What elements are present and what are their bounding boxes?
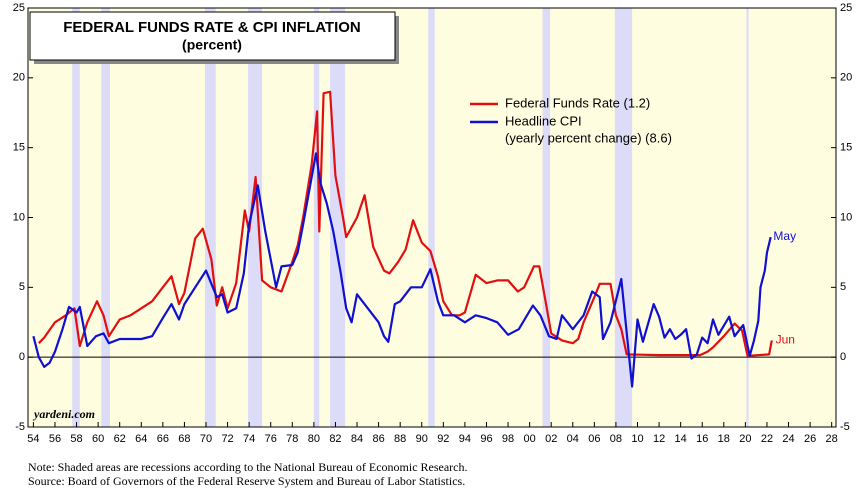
- title-box: [29, 11, 396, 61]
- x-tick-label: 24: [782, 433, 794, 445]
- x-tick-label: 74: [243, 433, 255, 445]
- annotation: Jun: [776, 333, 795, 347]
- x-tick-label: 64: [135, 433, 147, 445]
- y-tick-label: -5: [15, 421, 25, 433]
- x-tick-label: 04: [567, 433, 579, 445]
- x-tick-label: 12: [653, 433, 665, 445]
- x-tick-label: 02: [545, 433, 557, 445]
- x-tick-label: 72: [221, 433, 233, 445]
- x-tick-label: 16: [696, 433, 708, 445]
- y-tick-label: 10: [13, 211, 25, 223]
- legend-label: (yearly percent change) (8.6): [505, 130, 672, 145]
- chart-title: FEDERAL FUNDS RATE & CPI INFLATION: [63, 19, 361, 36]
- x-tick-label: 98: [502, 433, 514, 445]
- chart-subtitle: (percent): [182, 37, 242, 53]
- y-tick-label: 15: [13, 142, 25, 154]
- x-tick-label: 70: [200, 433, 212, 445]
- x-tick-label: 06: [588, 433, 600, 445]
- x-tick-label: 90: [416, 433, 428, 445]
- y2-tick-label: 20: [840, 72, 852, 84]
- x-tick-label: 26: [804, 433, 816, 445]
- y-tick-label: 25: [13, 2, 25, 14]
- source-mark: yardeni.com: [32, 407, 95, 421]
- recession-band: [428, 8, 435, 427]
- recession-band: [204, 8, 216, 427]
- x-tick-label: 88: [394, 433, 406, 445]
- x-tick-label: 28: [826, 433, 838, 445]
- x-tick-label: 08: [610, 433, 622, 445]
- x-tick-label: 68: [178, 433, 190, 445]
- x-tick-label: 94: [459, 433, 471, 445]
- x-tick-label: 80: [308, 433, 320, 445]
- x-tick-label: 86: [372, 433, 384, 445]
- x-tick-label: 92: [437, 433, 449, 445]
- y-tick-label: 5: [19, 281, 25, 293]
- series-line: [38, 90, 773, 357]
- recession-band: [746, 8, 749, 427]
- x-tick-label: 84: [351, 433, 363, 445]
- y2-tick-label: -5: [840, 421, 850, 433]
- x-tick-label: 82: [329, 433, 341, 445]
- x-tick-label: 14: [675, 433, 687, 445]
- x-tick-label: 22: [761, 433, 773, 445]
- y-tick-label: 0: [19, 351, 25, 363]
- x-tick-label: 58: [70, 433, 82, 445]
- y-tick-label: 20: [13, 72, 25, 84]
- x-tick-label: 96: [480, 433, 492, 445]
- note: Note: Shaded areas are recessions accord…: [28, 460, 468, 474]
- x-tick-label: 20: [739, 433, 751, 445]
- x-tick-label: 62: [114, 433, 126, 445]
- legend-label: Federal Funds Rate (1.2): [505, 95, 650, 110]
- recession-band: [330, 8, 346, 427]
- legend-label: Headline CPI: [505, 113, 582, 128]
- recession-band: [248, 8, 263, 427]
- x-tick-label: 56: [49, 433, 61, 445]
- recession-band: [542, 8, 551, 427]
- x-tick-label: 76: [265, 433, 277, 445]
- x-tick-label: 78: [286, 433, 298, 445]
- series-line: [32, 152, 772, 388]
- y2-tick-label: 15: [840, 142, 852, 154]
- recession-band: [101, 8, 110, 427]
- y2-tick-label: 10: [840, 211, 852, 223]
- note: Source: Board of Governors of the Federa…: [28, 474, 465, 488]
- y2-tick-label: 0: [840, 351, 846, 363]
- x-tick-label: 54: [27, 433, 39, 445]
- y2-tick-label: 5: [840, 281, 846, 293]
- y2-tick-label: 25: [840, 2, 852, 14]
- recession-band: [313, 8, 320, 427]
- recession-band: [72, 8, 80, 427]
- x-tick-label: 66: [157, 433, 169, 445]
- x-tick-label: 10: [631, 433, 643, 445]
- x-tick-label: 00: [524, 433, 536, 445]
- x-tick-label: 60: [92, 433, 104, 445]
- x-tick-label: 18: [718, 433, 730, 445]
- annotation: May: [773, 229, 796, 243]
